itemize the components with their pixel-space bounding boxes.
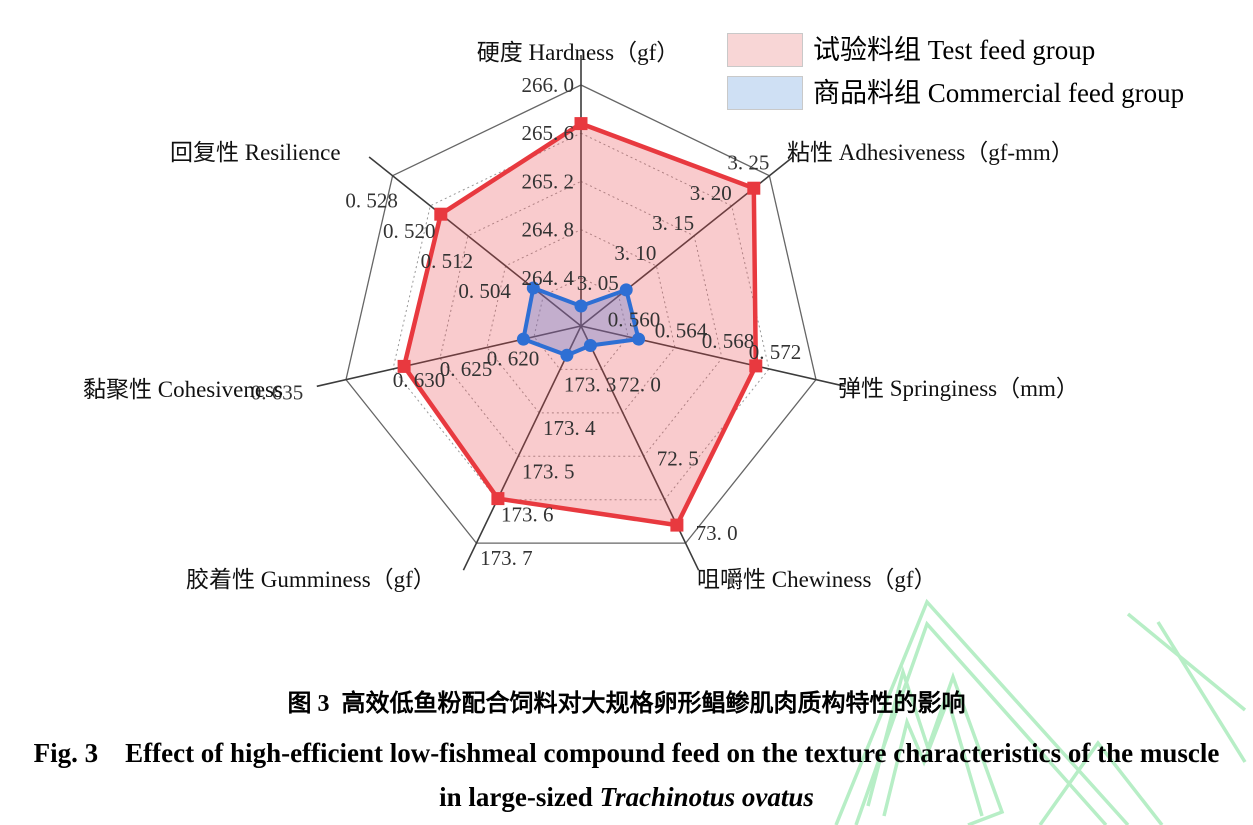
- legend-swatch-test-feed: [727, 33, 803, 67]
- axis-title: 弹性 Springiness（mm）: [838, 376, 1079, 401]
- tick-label: 0. 520: [383, 219, 436, 243]
- data-point-marker: [397, 359, 411, 373]
- watermark-line: [1038, 740, 1164, 825]
- tick-label: 266. 0: [522, 73, 575, 97]
- tick-label: 265. 6: [522, 121, 575, 145]
- axis-title: 黏聚性 Cohesiveness: [83, 377, 283, 402]
- tick-label: 72. 0: [619, 372, 661, 396]
- tick-label: 0. 572: [749, 340, 802, 364]
- series-area-test-feed: [401, 121, 759, 528]
- tick-label: 0. 564: [655, 319, 708, 343]
- figure-caption: 图 3 高效低鱼粉配合饲料对大规格卵形鲳鲹肌肉质构特性的影响 Fig. 3 Ef…: [0, 683, 1253, 825]
- data-point-marker: [670, 518, 684, 532]
- tick-label: 173. 4: [543, 416, 596, 440]
- data-point-marker: [434, 207, 448, 221]
- tick-label: 0. 512: [421, 249, 474, 273]
- tick-label: 0. 504: [458, 279, 511, 303]
- data-point-marker: [560, 348, 574, 362]
- axis-title: 胶着性 Gumminess（gf）: [186, 567, 436, 592]
- tick-label: 3. 20: [690, 181, 732, 205]
- caption-en-line1: Fig. 3 Effect of high-efficient low-fish…: [33, 738, 1220, 768]
- data-point-marker: [574, 299, 588, 313]
- watermark-line: [834, 598, 1130, 825]
- legend-item: 商品料组 Commercial feed group: [727, 76, 1184, 110]
- axis-spoke: [462, 325, 582, 571]
- grid-ring-outer: [345, 84, 817, 544]
- tick-label: 72. 5: [657, 446, 699, 470]
- legend-label-test-feed: 试验料组 Test feed group: [813, 35, 1096, 65]
- data-point-marker: [747, 181, 761, 195]
- axis-spoke: [580, 325, 846, 388]
- caption-species-italic: Trachinotus ovatus: [599, 782, 814, 812]
- grid-ring: [533, 277, 629, 370]
- tick-label: 0. 620: [487, 347, 540, 371]
- legend-swatch-commercial-feed: [727, 76, 803, 110]
- caption-en-line2: in large-sized Trachinotus ovatus: [0, 782, 1253, 813]
- data-point-marker: [516, 332, 530, 346]
- tick-label: 73. 0: [696, 521, 738, 545]
- data-point-marker: [619, 283, 633, 297]
- tick-label: 265. 2: [522, 169, 575, 193]
- watermark-line: [1156, 621, 1247, 763]
- watermark-line: [866, 665, 1005, 825]
- tick-label: 173. 6: [501, 503, 554, 527]
- data-point-marker: [526, 281, 540, 295]
- tick-label: 3. 05: [577, 271, 619, 295]
- legend-label-commercial-feed: 商品料组 Commercial feed group: [813, 78, 1185, 108]
- tick-label: 3. 10: [614, 241, 656, 265]
- data-point-marker: [632, 332, 646, 346]
- tick-label: 264. 4: [522, 266, 575, 290]
- tick-label: 173. 3: [564, 372, 617, 396]
- legend: 试验料组 Test feed group 商品料组 Commercial fee…: [727, 33, 1184, 119]
- tick-label: 3. 25: [727, 151, 769, 175]
- data-point-marker: [749, 359, 763, 373]
- caption-en-line2-prefix: in large-sized: [439, 782, 600, 812]
- legend-item: 试验料组 Test feed group: [727, 33, 1184, 67]
- tick-label: 0. 630: [393, 368, 446, 392]
- axis-title: 咀嚼性 Chewiness（gf）: [697, 567, 937, 592]
- caption-zh: 图 3 高效低鱼粉配合饲料对大规格卵形鲳鲹肌肉质构特性的影响: [287, 691, 966, 717]
- watermark-line: [882, 694, 984, 817]
- tick-label: 0. 625: [440, 357, 493, 381]
- tick-label: 0. 560: [608, 308, 661, 332]
- grid-ring: [392, 132, 770, 501]
- tick-label: 173. 7: [480, 546, 533, 570]
- data-point-marker: [574, 117, 588, 131]
- tick-label: 0. 568: [702, 329, 755, 353]
- axis-title: 硬度 Hardness（gf）: [477, 40, 680, 65]
- watermark-line: [1126, 612, 1247, 712]
- axis-title: 粘性 Adhesiveness（gf-mm）: [787, 140, 1074, 165]
- tick-label: 0. 528: [345, 189, 398, 213]
- axis-spoke: [316, 325, 582, 388]
- axis-spoke: [368, 156, 582, 327]
- tick-label: 3. 15: [652, 211, 694, 235]
- tick-label: 173. 5: [522, 459, 575, 483]
- tick-label: 264. 8: [522, 218, 575, 242]
- series-area-commercial-feed: [521, 285, 642, 358]
- axis-title: 回复性 Resilience: [170, 140, 341, 165]
- tick-label: 0. 635: [251, 381, 304, 405]
- data-point-marker: [583, 339, 597, 352]
- grid-ring: [439, 180, 723, 457]
- data-point-marker: [491, 492, 505, 506]
